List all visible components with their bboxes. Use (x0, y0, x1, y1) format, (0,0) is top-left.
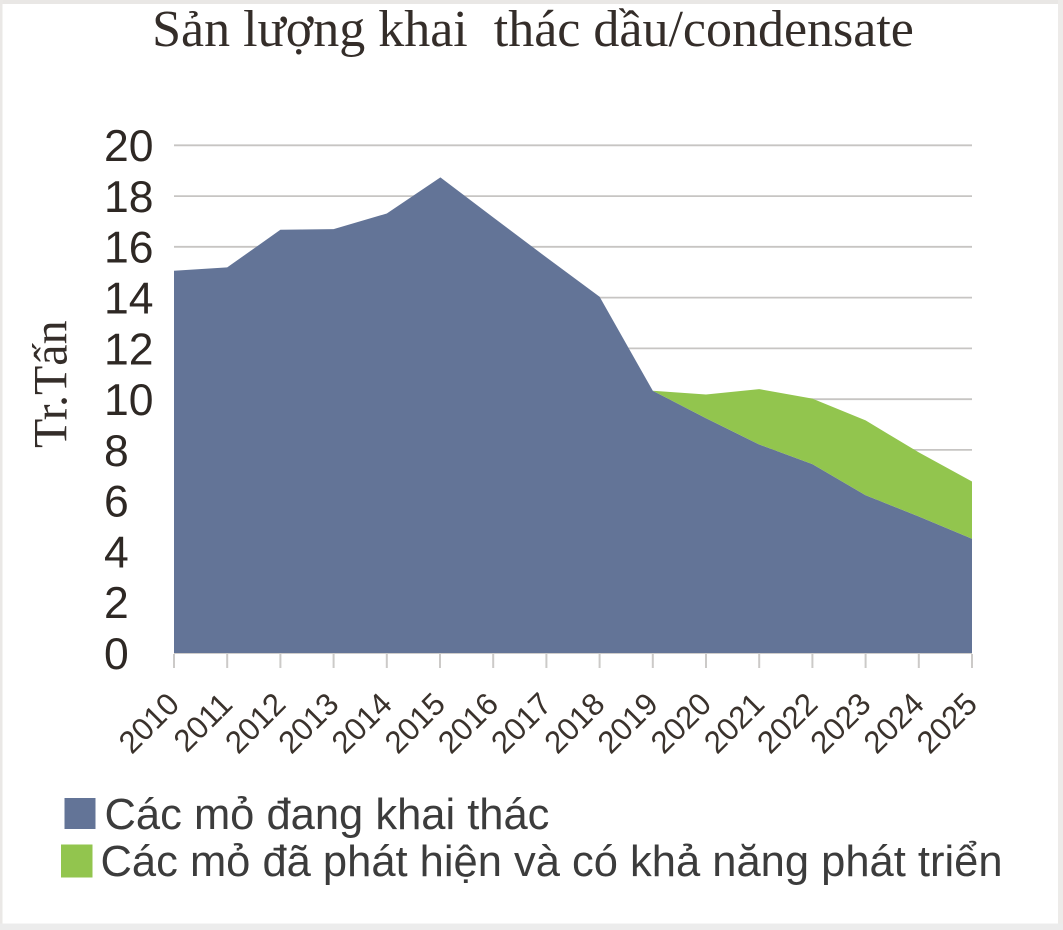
svg-text:18: 18 (104, 173, 154, 222)
svg-text:0: 0 (104, 630, 129, 679)
svg-text:Tr.Tấn: Tr.Tấn (25, 320, 78, 448)
svg-text:12: 12 (104, 325, 154, 374)
svg-text:Các mỏ đang khai thác: Các mỏ đang khai thác (105, 791, 550, 839)
svg-text:20: 20 (104, 122, 154, 171)
svg-text:10: 10 (104, 376, 154, 425)
svg-text:14: 14 (104, 275, 154, 324)
svg-text:Các mỏ đã phát hiện và có khả: Các mỏ đã phát hiện và có khả năng phát … (101, 838, 1003, 886)
svg-text:Sản lượng khai thác dầu/conde: Sản lượng khai thác dầu/condensate (152, 1, 914, 58)
svg-text:2: 2 (104, 579, 129, 628)
svg-text:6: 6 (104, 478, 129, 527)
svg-text:16: 16 (104, 224, 154, 273)
svg-text:8: 8 (104, 427, 129, 476)
svg-text:4: 4 (104, 528, 129, 577)
